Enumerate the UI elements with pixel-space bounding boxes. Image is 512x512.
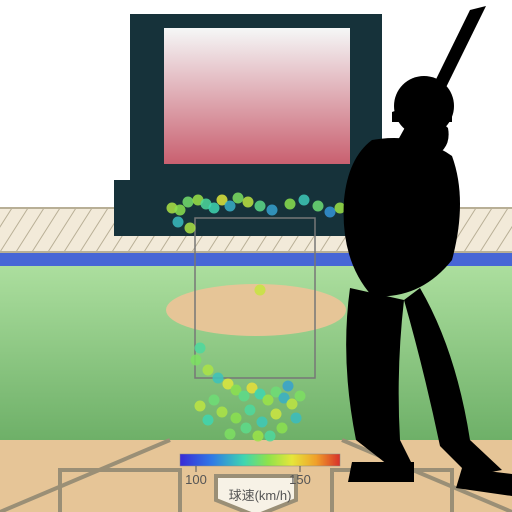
pitch-point bbox=[285, 199, 296, 210]
pitch-point bbox=[233, 193, 244, 204]
colorbar-label: 球速(km/h) bbox=[229, 488, 292, 503]
pitch-point bbox=[313, 201, 324, 212]
pitch-point bbox=[287, 399, 298, 410]
colorbar-tick-label: 150 bbox=[289, 472, 311, 487]
pitch-point bbox=[203, 415, 214, 426]
pitch-point bbox=[277, 423, 288, 434]
pitch-point bbox=[299, 195, 310, 206]
pitch-point bbox=[231, 413, 242, 424]
pitch-point bbox=[255, 285, 266, 296]
pitch-point bbox=[191, 355, 202, 366]
pitch-point bbox=[185, 223, 196, 234]
pitch-point bbox=[295, 391, 306, 402]
pitch-point bbox=[263, 395, 274, 406]
pitch-point bbox=[195, 401, 206, 412]
pitch-point bbox=[253, 431, 264, 442]
pitch-point bbox=[225, 201, 236, 212]
pitch-point bbox=[239, 391, 250, 402]
pitch-point bbox=[265, 431, 276, 442]
pitch-point bbox=[243, 197, 254, 208]
pitch-point bbox=[217, 407, 228, 418]
pitch-point bbox=[173, 217, 184, 228]
pitch-point bbox=[257, 417, 268, 428]
pitch-point bbox=[195, 343, 206, 354]
pitch-point bbox=[209, 395, 220, 406]
pitch-point bbox=[325, 207, 336, 218]
colorbar-tick-label: 100 bbox=[185, 472, 207, 487]
pitch-point bbox=[225, 429, 236, 440]
pitch-point bbox=[291, 413, 302, 424]
pitch-point bbox=[175, 205, 186, 216]
pitch-point bbox=[183, 197, 194, 208]
pitch-point bbox=[267, 205, 278, 216]
pitch-point bbox=[241, 423, 252, 434]
pitch-point bbox=[255, 201, 266, 212]
pitch-point bbox=[245, 405, 256, 416]
pitch-point bbox=[203, 365, 214, 376]
pitch-point bbox=[209, 203, 220, 214]
pitch-point bbox=[213, 373, 224, 384]
pitch-point bbox=[283, 381, 294, 392]
pitch-point bbox=[271, 409, 282, 420]
